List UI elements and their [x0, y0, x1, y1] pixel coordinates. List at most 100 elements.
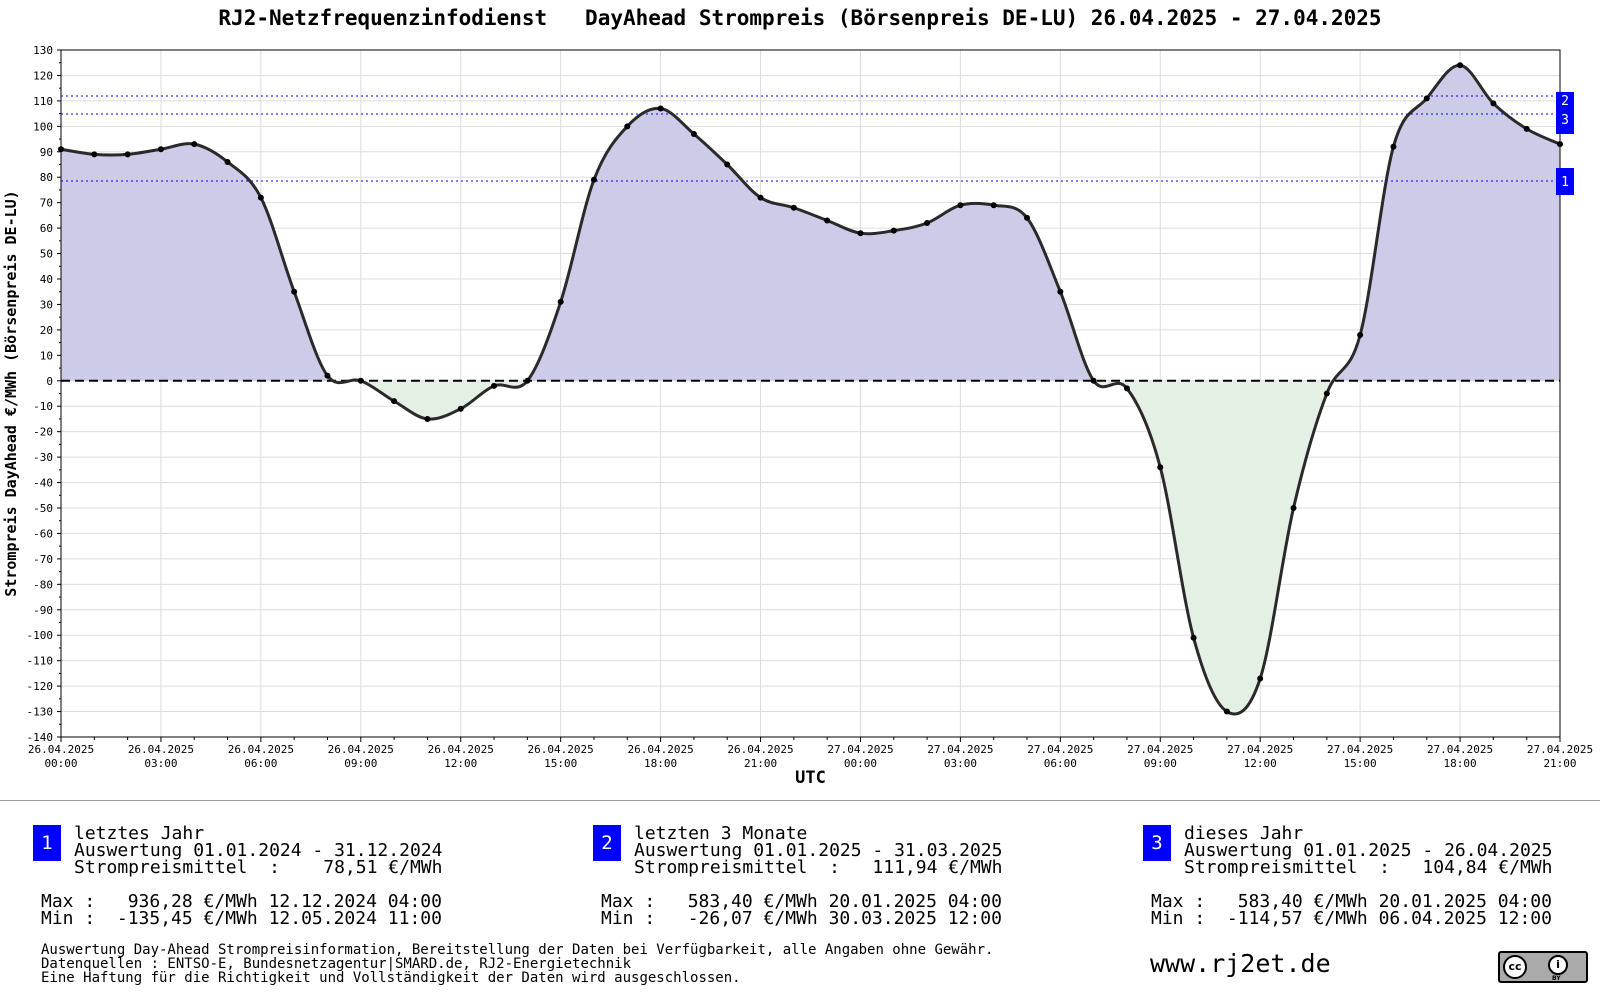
- x-tick-label-date: 27.04.2025: [927, 743, 993, 756]
- y-tick-label: 10: [40, 349, 53, 362]
- x-tick-label-time: 06:00: [1044, 757, 1077, 770]
- data-point: [690, 130, 697, 137]
- data-point: [457, 405, 464, 412]
- reference-badge-label: 2: [1561, 94, 1569, 109]
- y-tick-label: 100: [33, 120, 53, 133]
- y-tick-label: -70: [33, 553, 53, 566]
- x-tick-label-time: 09:00: [344, 757, 377, 770]
- y-tick-label: -80: [33, 578, 53, 591]
- reference-badge: [1556, 168, 1574, 196]
- stats-period-label: letztes Jahr: [74, 823, 205, 844]
- stats-mean: Strompreismittel : 78,51 €/MWh: [74, 857, 443, 878]
- data-point: [1557, 141, 1563, 148]
- y-tick-label: 120: [33, 69, 53, 82]
- data-point: [491, 382, 498, 389]
- data-point: [224, 158, 231, 165]
- x-tick-label-time: 15:00: [1344, 757, 1377, 770]
- stats-range: Auswertung 01.01.2024 - 31.12.2024: [74, 840, 443, 861]
- data-point: [191, 141, 198, 148]
- x-tick-label-date: 26.04.2025: [627, 743, 693, 756]
- y-tick-label: 40: [40, 273, 53, 286]
- stats-footer: 1 letztes Jahr Auswertung 01.01.2024 - 3…: [0, 800, 1600, 1001]
- x-axis-label: UTC: [795, 768, 826, 788]
- data-point: [1024, 214, 1031, 221]
- y-tick-label: 60: [40, 222, 53, 235]
- license-label: BY: [1552, 975, 1561, 982]
- positive-area: [61, 65, 1560, 381]
- stats-min: Min : -114,57 €/MWh 06.04.2025 12:00: [1151, 908, 1552, 929]
- stats-badge: 2: [593, 825, 621, 861]
- stats-max: Max : 936,28 €/MWh 12.12.2024 04:00: [41, 891, 442, 912]
- chart-title: RJ2-Netzfrequenzinfodienst DayAhead Stro…: [218, 6, 1382, 30]
- data-point: [824, 217, 831, 224]
- data-point: [1090, 377, 1097, 384]
- x-tick-label-time: 06:00: [244, 757, 277, 770]
- x-tick-label-date: 26.04.2025: [428, 743, 494, 756]
- x-tick-label-date: 27.04.2025: [1127, 743, 1193, 756]
- cc-by-icon: cc i BY: [1498, 951, 1588, 983]
- data-point: [890, 227, 897, 234]
- data-point: [1457, 62, 1464, 69]
- y-tick-label: -40: [33, 477, 53, 490]
- stats-mean: Strompreismittel : 111,94 €/MWh: [634, 857, 1003, 878]
- x-tick-label-date: 26.04.2025: [727, 743, 793, 756]
- data-point: [1357, 331, 1364, 338]
- data-point: [1390, 143, 1397, 150]
- y-tick-label: -50: [33, 502, 53, 515]
- stats-range: Auswertung 01.01.2025 - 31.03.2025: [634, 840, 1003, 861]
- y-tick-label: -60: [33, 527, 53, 540]
- stats-extremes: Max : 583,40 €/MWh 20.01.2025 04:00 Min …: [1151, 893, 1552, 929]
- website-link[interactable]: www.rj2et.de: [1150, 949, 1331, 978]
- data-point: [58, 146, 64, 153]
- data-point: [124, 151, 131, 158]
- x-tick-label-date: 27.04.2025: [1227, 743, 1293, 756]
- x-tick-label-time: 00:00: [44, 757, 77, 770]
- x-tick-label-date: 27.04.2025: [1027, 743, 1093, 756]
- stats-extremes: Max : 936,28 €/MWh 12.12.2024 04:00 Min …: [41, 891, 442, 929]
- data-point: [257, 194, 264, 201]
- x-tick-label-date: 27.04.2025: [1527, 743, 1593, 756]
- reference-badge: [1556, 91, 1574, 135]
- y-tick-label: -10: [33, 400, 53, 413]
- y-tick-label: -130: [27, 706, 54, 719]
- x-tick-label-time: 18:00: [1444, 757, 1477, 770]
- plot-border: [60, 49, 1561, 738]
- y-axis-label: Strompreis DayAhead €/MWh (Börsenpreis D…: [2, 190, 20, 596]
- y-tick-label: -20: [33, 426, 53, 439]
- data-point: [757, 194, 764, 201]
- y-tick-label: -100: [27, 629, 54, 642]
- disclaimer-line: Datenquellen : ENTSO-E, Bundesnetzagentu…: [41, 956, 632, 972]
- data-point: [624, 123, 631, 130]
- x-tick-label-date: 26.04.2025: [328, 743, 394, 756]
- x-tick-label-time: 09:00: [1144, 757, 1177, 770]
- stats-badge: 1: [33, 825, 61, 861]
- data-point: [357, 377, 364, 384]
- disclaimer-line: Auswertung Day-Ahead Strompreisinformati…: [41, 942, 994, 958]
- data-point: [91, 151, 98, 158]
- stats-summary: letztes Jahr Auswertung 01.01.2024 - 31.…: [74, 823, 443, 878]
- stats-summary: dieses Jahr Auswertung 01.01.2025 - 26.0…: [1184, 825, 1552, 877]
- stats-summary: letzten 3 Monate Auswertung 01.01.2025 -…: [634, 823, 1003, 878]
- data-point: [1523, 125, 1530, 132]
- data-point: [1490, 100, 1497, 107]
- x-tick-label-time: 21:00: [1543, 757, 1576, 770]
- x-tick-label-date: 26.04.2025: [528, 743, 594, 756]
- stats-min: Min : -26,07 €/MWh 30.03.2025 12:00: [601, 908, 1002, 929]
- x-tick-label-time: 03:00: [144, 757, 177, 770]
- data-point: [524, 377, 531, 384]
- data-point: [790, 204, 797, 211]
- data-point: [291, 288, 298, 295]
- data-point: [1190, 634, 1197, 641]
- data-point: [990, 202, 997, 209]
- y-tick-label: -140: [27, 731, 54, 744]
- data-point: [391, 398, 398, 405]
- data-point: [1290, 505, 1297, 511]
- chart-area: 1231301201101009080706050403020100-10-20…: [2, 44, 1593, 788]
- y-tick-label: 0: [46, 375, 53, 388]
- stats-period-label: letzten 3 Monate: [634, 823, 808, 844]
- stats-min: Min : -135,45 €/MWh 12.05.2024 11:00: [41, 908, 442, 929]
- y-tick-label: 90: [40, 146, 53, 159]
- data-point: [1157, 464, 1164, 471]
- data-point: [1423, 95, 1430, 102]
- data-point: [924, 220, 931, 227]
